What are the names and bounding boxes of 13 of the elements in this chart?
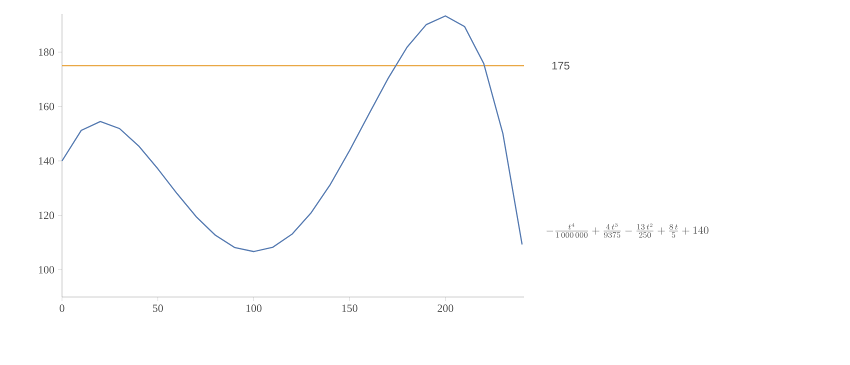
text: $-\frac{t^4}{1\,000\,000}+\frac{4\,t^3}{9375}-\frac{13\,t^2}{250}+\frac{8\,t}{5}+140$ [546, 223, 708, 238]
y-tick-label: 140 [38, 157, 54, 165]
x-tick-label: 50 [153, 304, 163, 312]
ref-line-label: 175 [552, 62, 570, 70]
line-series [61, 15, 523, 252]
x-tick-label: 100 [246, 304, 262, 312]
y-tick-label: 120 [38, 212, 54, 220]
x-tick-label: 0 [60, 304, 64, 312]
y-tick-label: 180 [38, 48, 54, 56]
y-tick-label: 100 [38, 266, 54, 274]
x-tick-label: 150 [342, 304, 358, 312]
y-tick-label: 160 [38, 102, 54, 110]
x-tick-label: 200 [438, 304, 454, 312]
